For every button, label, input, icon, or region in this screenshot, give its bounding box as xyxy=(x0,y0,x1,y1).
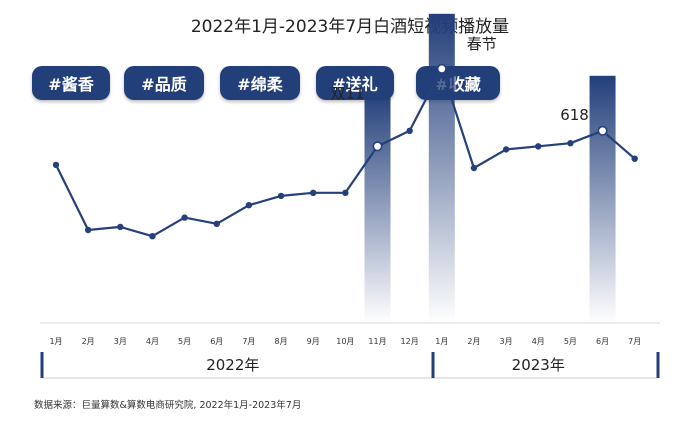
x-tick-label: 4月 xyxy=(532,337,545,346)
x-tick-label: 2月 xyxy=(467,337,480,346)
x-tick-label: 10月 xyxy=(336,337,354,346)
x-tick-label: 5月 xyxy=(564,337,577,346)
data-point xyxy=(310,189,317,196)
data-point xyxy=(470,164,478,172)
year-divider xyxy=(656,352,660,378)
x-tick-label: 4月 xyxy=(146,337,159,346)
data-points xyxy=(52,63,638,240)
data-point xyxy=(631,155,638,162)
bar-label: 618 xyxy=(560,106,589,124)
year-label: 2023年 xyxy=(512,356,565,374)
data-point xyxy=(597,125,608,136)
x-tick-label: 7月 xyxy=(242,337,255,346)
highlight-bar-0 xyxy=(364,91,391,323)
x-tick-label: 8月 xyxy=(275,337,288,346)
highlight-bar-2 xyxy=(589,75,616,323)
data-point xyxy=(117,223,124,231)
data-point xyxy=(535,143,542,150)
highlight-bar-1 xyxy=(428,13,455,324)
year-label: 2022年 xyxy=(206,356,259,374)
bar-labels: 双11 春节 618 xyxy=(330,35,588,124)
x-tick-label: 5月 xyxy=(178,337,191,346)
bar-label: 春节 xyxy=(467,35,497,53)
year-divider xyxy=(40,352,44,378)
x-tick-label: 1月 xyxy=(49,337,62,346)
x-tick-label: 6月 xyxy=(596,337,609,346)
year-axis: 2022年 2023年 xyxy=(40,352,660,379)
x-tick-label: 9月 xyxy=(307,337,320,346)
x-tick-label: 2月 xyxy=(82,337,95,346)
tag-pinzhi: #品质 xyxy=(124,66,204,100)
data-point xyxy=(502,146,510,153)
data-point xyxy=(149,233,156,240)
x-axis-ticks: 1月 2月 3月 4月 5月 6月 7月 8月 9月 10月 11月 12月 1月 2月 3月 4月 5月 6月 7… xyxy=(49,337,641,346)
data-point xyxy=(213,220,220,227)
x-tick-label: 7月 xyxy=(628,337,641,346)
tag-jiangxiang: #酱香 xyxy=(32,66,110,100)
data-point xyxy=(52,161,60,169)
data-point xyxy=(567,140,574,147)
x-tick-label: 11月 xyxy=(368,337,386,346)
x-tick-label: 6月 xyxy=(210,337,223,346)
x-tick-label: 3月 xyxy=(500,337,513,346)
x-tick-label: 3月 xyxy=(114,337,127,346)
bar-label: 双11 xyxy=(330,84,364,102)
data-point xyxy=(406,127,413,134)
data-point xyxy=(181,214,188,221)
data-source-note: 数据来源：巨量算数&算数电商研究院, 2022年1月-2023年7月 xyxy=(34,400,302,411)
highlight-bars xyxy=(364,13,616,324)
tag-mianrou: #绵柔 xyxy=(220,66,300,100)
data-point xyxy=(245,202,253,209)
data-point xyxy=(84,226,92,234)
data-point xyxy=(372,141,383,152)
tag-songli: #送礼 xyxy=(316,66,394,100)
x-tick-label: 12月 xyxy=(401,337,419,346)
x-tick-label: 1月 xyxy=(435,337,448,346)
data-point xyxy=(436,63,447,74)
data-point xyxy=(277,192,285,200)
year-divider xyxy=(431,352,435,378)
data-point xyxy=(342,189,349,196)
